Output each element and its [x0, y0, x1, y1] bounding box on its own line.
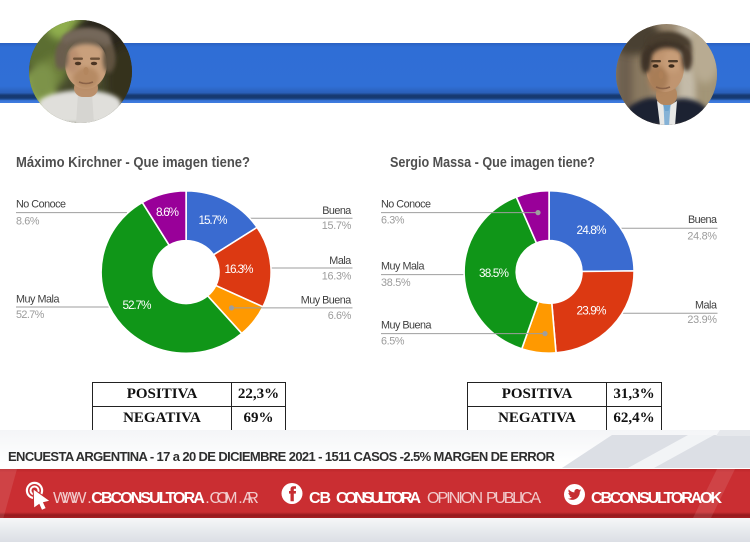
svg-text:23.9%: 23.9% [687, 314, 717, 326]
svg-text:PUBLICA: PUBLICA [486, 490, 541, 507]
svg-text:No Conoce: No Conoce [381, 199, 431, 211]
svg-text:8.6%: 8.6% [156, 205, 180, 219]
svg-text:Muy Mala: Muy Mala [16, 293, 60, 305]
svg-text:COM: COM [210, 490, 238, 507]
svg-text:CBCONSULTORAOK: CBCONSULTORAOK [591, 490, 722, 507]
svg-text:Mala: Mala [695, 300, 717, 312]
svg-text:Buena: Buena [688, 214, 717, 226]
svg-text:52.7%: 52.7% [16, 309, 45, 321]
svg-text:38.5%: 38.5% [479, 266, 510, 280]
svg-text:8.6%: 8.6% [16, 216, 40, 228]
svg-text:16.3%: 16.3% [225, 262, 255, 276]
svg-text:WWW: WWW [53, 490, 87, 507]
svg-text:23.9%: 23.9% [577, 304, 608, 318]
svg-text:24.8%: 24.8% [687, 231, 717, 243]
svg-text:Muy Mala: Muy Mala [381, 261, 425, 273]
svg-text:52.7%: 52.7% [123, 298, 153, 312]
svg-text:15.7%: 15.7% [199, 213, 229, 227]
svg-text:Muy Buena: Muy Buena [301, 294, 352, 306]
svg-text:CBCONSULTORA: CBCONSULTORA [91, 490, 205, 507]
svg-text:38.5%: 38.5% [381, 277, 411, 289]
svg-text:OPINION: OPINION [427, 490, 483, 507]
svg-text:6.6%: 6.6% [328, 310, 352, 322]
svg-text:Mala: Mala [329, 255, 351, 267]
svg-text:6.3%: 6.3% [381, 215, 405, 227]
svg-text:Máximo Kirchner - Que imagen t: Máximo Kirchner - Que imagen tiene? [16, 155, 250, 171]
svg-text:.: . [238, 490, 242, 507]
svg-text:24.8%: 24.8% [577, 223, 608, 237]
svg-text:AR: AR [243, 490, 259, 507]
svg-text:CB: CB [309, 490, 331, 507]
svg-text:.: . [87, 490, 91, 507]
svg-text:16.3%: 16.3% [322, 271, 352, 283]
svg-text:6.5%: 6.5% [381, 336, 405, 348]
svg-text:Buena: Buena [322, 205, 351, 217]
svg-text:Sergio Massa - Que imagen tien: Sergio Massa - Que imagen tiene? [390, 155, 595, 171]
svg-text:.: . [205, 490, 209, 507]
svg-text:CONSULTORA: CONSULTORA [336, 490, 421, 507]
svg-text:15.7%: 15.7% [322, 220, 352, 232]
svg-text:No Conoce: No Conoce [16, 199, 66, 211]
svg-text:Muy Buena: Muy Buena [381, 320, 432, 332]
